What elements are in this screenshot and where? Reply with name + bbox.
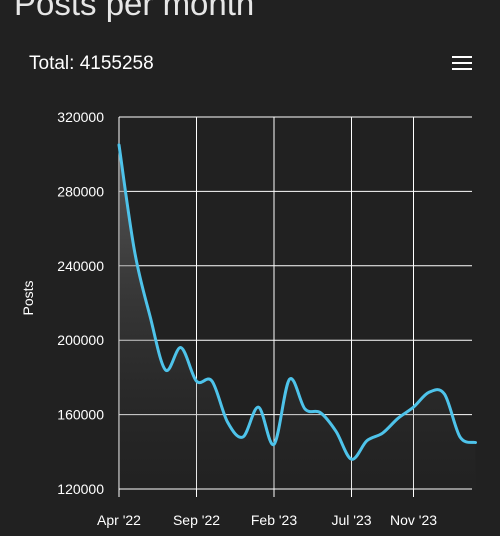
line-layer — [117, 143, 477, 461]
x-tick-label: Nov '23 — [390, 512, 437, 528]
area-layer — [119, 144, 476, 489]
axes: 120000 160000 200000 240000 280000 320000 Apr … — [57, 109, 472, 528]
hamburger-menu-icon[interactable] — [448, 52, 476, 76]
menu-bar — [452, 68, 472, 70]
x-tick-label: Sep '22 — [173, 512, 220, 528]
y-tick-label: 120000 — [57, 481, 104, 497]
y-tick-label: 200000 — [57, 332, 104, 348]
posts-area — [119, 144, 476, 489]
x-tick-label: Feb '23 — [251, 512, 297, 528]
x-tick-label: Apr '22 — [97, 512, 141, 528]
y-tick-label: 240000 — [57, 258, 104, 274]
menu-bar — [452, 62, 472, 64]
y-tick-label: 160000 — [57, 407, 104, 423]
menu-bar — [452, 56, 472, 58]
total-label: Total: 4155258 — [29, 53, 154, 74]
page-title: Posts per month — [14, 0, 255, 22]
y-tick-label: 280000 — [57, 183, 104, 199]
x-tick-label: Jul '23 — [331, 512, 371, 528]
y-axis-title: Posts — [20, 280, 36, 315]
y-tick-label: 320000 — [57, 109, 104, 125]
